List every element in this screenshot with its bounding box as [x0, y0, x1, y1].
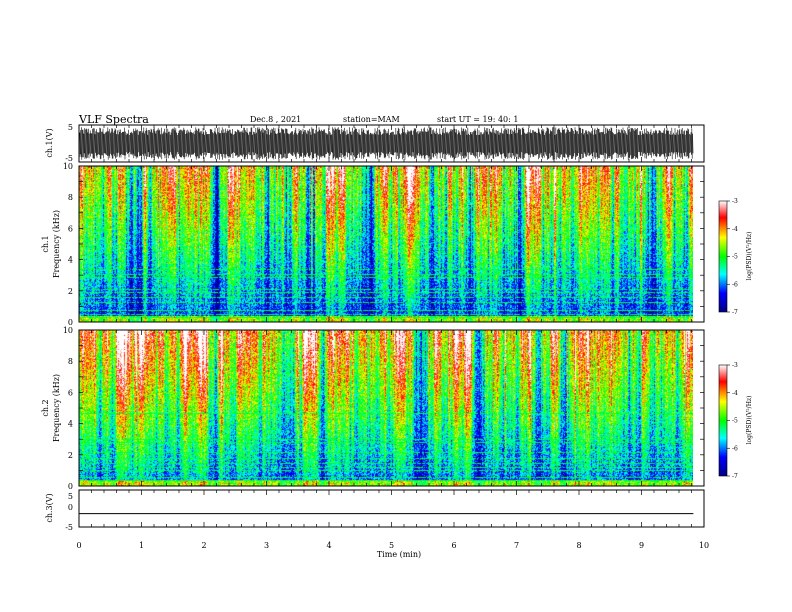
time-tick-label: 6 [451, 541, 456, 550]
colorbar-tick-label: -6 [732, 445, 738, 452]
spectrogram-ytick-label: 0 [68, 482, 73, 491]
ch1-waveform-ylabel: ch.1(V) [45, 128, 54, 157]
spectrogram-ytick-label: 6 [68, 388, 73, 397]
ch2-colorbar-ticks: -3 -4 -5 -6 -7 [727, 362, 738, 480]
ch2-spectrogram-ylabel-frequency: Frequency (kHz) [52, 374, 61, 442]
time-tick-label: 7 [514, 541, 519, 550]
ch3-ytick-min: -5 [65, 523, 73, 532]
colorbar-tick-label: -4 [732, 226, 738, 233]
ch1-spectrogram-ticks [78, 165, 705, 323]
spectrogram-ytick-label: 0 [68, 318, 73, 327]
ch1-waveform-panel: 5 -5 ch.1(V) [45, 123, 705, 163]
date-label: Dec.8 , 2021 [250, 115, 301, 124]
station-label: station=MAM [343, 115, 400, 124]
colorbar-tick-label: -5 [732, 418, 738, 425]
time-axis-label: Time (min) [377, 550, 421, 559]
time-axis-tick-labels: 0 1 2 3 4 5 6 7 8 9 10 [76, 541, 709, 550]
start-time-label: start UT = 19: 40: 1 [437, 115, 518, 124]
ch3-waveform-panel: 5 0 -5 ch.3(V) 0 1 2 3 4 5 6 7 8 9 10 Time (min) [45, 489, 709, 559]
ch1-colorbar-label: log(PSD)(V²/Hz) [746, 232, 753, 281]
colorbar-tick-label: -5 [732, 254, 738, 261]
spectrogram-ytick-label: 8 [68, 357, 73, 366]
ch3-ytick-max: 5 [68, 492, 73, 501]
time-tick-label: 8 [576, 541, 581, 550]
ch1-spectrogram-ylabel-channel: ch.1 [41, 235, 50, 252]
ch1-spectrogram-heatmap [79, 166, 693, 322]
ch1-colorbar-ticks: -3 -4 -5 -6 -7 [727, 198, 738, 316]
ch1-ytick-max: 5 [68, 123, 73, 132]
colorbar-tick-label: -6 [732, 281, 738, 288]
time-tick-label: 3 [264, 541, 269, 550]
colorbar-tick-label: -4 [732, 390, 738, 397]
spectrogram-ytick-label: 4 [68, 420, 73, 429]
ch2-spectrogram-ytick-labels: 0 2 4 6 8 10 [63, 326, 73, 491]
ch1-colorbar [718, 200, 728, 313]
ch2-spectrogram-ylabel-channel: ch.2 [41, 399, 50, 416]
spectrogram-ytick-label: 10 [63, 326, 73, 335]
ch2-spectrogram-heatmap [79, 330, 693, 486]
colorbar-tick-label: -7 [732, 309, 738, 316]
time-tick-label: 4 [326, 541, 331, 550]
ch1-spectrogram-ylabel-frequency: Frequency (kHz) [52, 210, 61, 278]
ch2-spectrogram-image-holder [79, 330, 693, 486]
figure-title: VLF Spectra [78, 113, 149, 126]
time-tick-label: 9 [639, 541, 644, 550]
colorbar-tick-label: -3 [732, 362, 738, 369]
time-tick-label: 0 [76, 541, 81, 550]
ch2-colorbar-label: log(PSD)(V²/Hz) [746, 396, 753, 445]
spectrogram-ytick-label: 2 [68, 451, 73, 460]
spectrogram-ytick-label: 4 [68, 256, 73, 265]
time-tick-label: 5 [389, 541, 394, 550]
ch3-waveform-frame [78, 489, 705, 528]
ch1-waveform-ticks [78, 125, 705, 162]
ch1-waveform-trace [78, 127, 694, 160]
ch3-ytick-zero: 0 [68, 503, 73, 512]
ch2-spectrogram-ticks [78, 329, 705, 487]
ch1-waveform-line [78, 127, 694, 160]
ch3-waveform-ticks [78, 490, 705, 527]
ch1-ytick-min: -5 [65, 154, 73, 163]
colorbar-tick-label: -3 [732, 198, 738, 205]
spectrogram-ytick-label: 6 [68, 224, 73, 233]
time-tick-label: 1 [139, 541, 144, 550]
time-tick-label: 10 [699, 541, 709, 550]
ch3-waveform-ylabel: ch.3(V) [45, 493, 54, 522]
time-tick-label: 2 [201, 541, 206, 550]
spectrogram-ytick-label: 8 [68, 193, 73, 202]
colorbar-tick-label: -7 [732, 473, 738, 480]
ch1-spectrogram-ytick-labels: 0 2 4 6 8 10 [63, 162, 73, 327]
spectrogram-ytick-label: 10 [63, 162, 73, 171]
ch1-spectrogram-image-holder [79, 166, 693, 322]
spectrogram-ytick-label: 2 [68, 287, 73, 296]
ch2-colorbar [718, 364, 728, 477]
